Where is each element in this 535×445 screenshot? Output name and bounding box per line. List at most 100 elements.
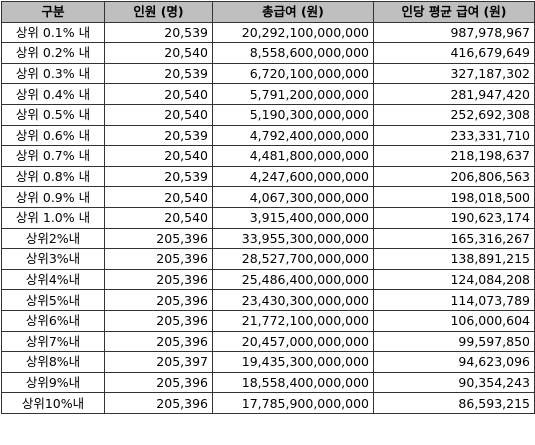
row-headcount: 20,540	[104, 145, 213, 167]
table-row: 상위3%내 205,396 28,527,700,000,000 138,891,21…	[1, 248, 535, 270]
table-body: 상위 0.1% 내 20,539 20,292,100,000,000 987,978…	[1, 21, 535, 414]
row-average-salary: 94,623,096	[373, 351, 535, 373]
row-category: 상위8%내	[1, 351, 105, 373]
table-row: 상위6%내 205,396 21,772,100,000,000 106,000,60…	[1, 309, 535, 332]
row-total-salary: 21,772,100,000,000	[212, 309, 374, 332]
row-headcount: 20,540	[104, 186, 213, 208]
table-row: 상위7%내 205,396 20,457,000,000,000 99,597,850	[1, 330, 535, 353]
row-total-salary: 20,457,000,000,000	[212, 330, 374, 353]
row-average-salary: 138,891,215	[373, 248, 535, 270]
table-row: 상위 0.2% 내 20,540 8,558,600,000,000 416,679,…	[1, 42, 535, 64]
row-average-salary: 416,679,649	[373, 42, 535, 64]
table-row: 상위4%내 205,396 25,486,400,000,000 124,084,20…	[1, 268, 535, 291]
row-average-salary: 99,597,850	[373, 330, 535, 353]
table-row: 상위 0.6% 내 20,539 4,792,400,000,000 233,331,…	[1, 124, 535, 147]
row-total-salary: 8,558,600,000,000	[212, 42, 374, 64]
header-total-salary: 총급여 (원)	[212, 1, 374, 23]
row-category: 상위 0.7% 내	[1, 145, 105, 167]
row-headcount: 205,396	[104, 248, 213, 270]
row-category: 상위10%내	[1, 392, 105, 414]
row-average-salary: 124,084,208	[373, 268, 535, 291]
header-category: 구분	[1, 1, 105, 23]
row-headcount: 205,396	[104, 330, 213, 353]
row-average-salary: 90,354,243	[373, 371, 535, 394]
row-category: 상위 1.0% 내	[1, 206, 105, 229]
row-total-salary: 23,430,300,000,000	[212, 289, 374, 311]
table-row: 상위 0.4% 내 20,540 5,791,200,000,000 281,947,…	[1, 83, 535, 105]
table-row: 상위 0.7% 내 20,540 4,481,800,000,000 218,198,…	[1, 145, 535, 167]
row-category: 상위 0.3% 내	[1, 62, 105, 85]
table-row: 상위8%내 205,397 19,435,300,000,000 94,623,096	[1, 351, 535, 373]
row-total-salary: 4,067,300,000,000	[212, 186, 374, 208]
row-category: 상위 0.9% 내	[1, 186, 105, 208]
row-headcount: 205,397	[104, 351, 213, 373]
row-headcount: 205,396	[104, 268, 213, 291]
row-category: 상위4%내	[1, 268, 105, 291]
table-row: 상위 0.1% 내 20,539 20,292,100,000,000 987,978…	[1, 21, 535, 44]
row-headcount: 20,540	[104, 42, 213, 64]
table-header: 구분 인원 (명) 총급여 (원) 인당 평균 급여 (원)	[1, 1, 535, 23]
row-category: 상위 0.2% 내	[1, 42, 105, 64]
row-total-salary: 33,955,300,000,000	[212, 227, 374, 250]
row-average-salary: 233,331,710	[373, 124, 535, 147]
row-total-salary: 5,791,200,000,000	[212, 83, 374, 105]
table-row: 상위 0.3% 내 20,539 6,720,100,000,000 327,187,…	[1, 62, 535, 85]
row-total-salary: 3,915,400,000,000	[212, 206, 374, 229]
row-category: 상위5%내	[1, 289, 105, 311]
row-headcount: 20,539	[104, 124, 213, 147]
table-row: 상위2%내 205,396 33,955,300,000,000 165,316,26…	[1, 227, 535, 250]
row-headcount: 20,539	[104, 165, 213, 188]
row-headcount: 205,396	[104, 227, 213, 250]
row-total-salary: 25,486,400,000,000	[212, 268, 374, 291]
row-average-salary: 281,947,420	[373, 83, 535, 105]
row-category: 상위 0.8% 내	[1, 165, 105, 188]
row-category: 상위6%내	[1, 309, 105, 332]
salary-distribution-table: 구분 인원 (명) 총급여 (원) 인당 평균 급여 (원) 상위 0.1% 내…	[1, 1, 535, 414]
row-average-salary: 252,692,308	[373, 103, 535, 126]
row-category: 상위9%내	[1, 371, 105, 394]
row-category: 상위2%내	[1, 227, 105, 250]
row-average-salary: 106,000,604	[373, 309, 535, 332]
table-row: 상위 0.5% 내 20,540 5,190,300,000,000 252,692,…	[1, 103, 535, 126]
row-category: 상위 0.5% 내	[1, 103, 105, 126]
row-average-salary: 190,623,174	[373, 206, 535, 229]
header-average-salary: 인당 평균 급여 (원)	[373, 1, 535, 23]
row-headcount: 20,540	[104, 83, 213, 105]
row-average-salary: 198,018,500	[373, 186, 535, 208]
row-category: 상위 0.4% 내	[1, 83, 105, 105]
header-headcount: 인원 (명)	[104, 1, 213, 23]
row-total-salary: 4,481,800,000,000	[212, 145, 374, 167]
row-total-salary: 5,190,300,000,000	[212, 103, 374, 126]
row-total-salary: 4,247,600,000,000	[212, 165, 374, 188]
row-headcount: 205,396	[104, 392, 213, 414]
table-row: 상위 1.0% 내 20,540 3,915,400,000,000 190,623,…	[1, 206, 535, 229]
table-row: 상위10%내 205,396 17,785,900,000,000 86,593,21…	[1, 392, 535, 414]
row-headcount: 20,539	[104, 21, 213, 44]
table-row: 상위 0.8% 내 20,539 4,247,600,000,000 206,806,…	[1, 165, 535, 188]
row-average-salary: 218,198,637	[373, 145, 535, 167]
row-headcount: 20,540	[104, 103, 213, 126]
row-average-salary: 114,073,789	[373, 289, 535, 311]
row-headcount: 205,396	[104, 289, 213, 311]
row-average-salary: 206,806,563	[373, 165, 535, 188]
row-total-salary: 18,558,400,000,000	[212, 371, 374, 394]
row-category: 상위3%내	[1, 248, 105, 270]
row-average-salary: 165,316,267	[373, 227, 535, 250]
row-headcount: 205,396	[104, 371, 213, 394]
table-row: 상위 0.9% 내 20,540 4,067,300,000,000 198,018,…	[1, 186, 535, 208]
row-total-salary: 19,435,300,000,000	[212, 351, 374, 373]
row-total-salary: 20,292,100,000,000	[212, 21, 374, 44]
row-category: 상위 0.1% 내	[1, 21, 105, 44]
row-average-salary: 987,978,967	[373, 21, 535, 44]
table-row: 상위5%내 205,396 23,430,300,000,000 114,073,78…	[1, 289, 535, 311]
row-headcount: 20,539	[104, 62, 213, 85]
row-total-salary: 6,720,100,000,000	[212, 62, 374, 85]
row-headcount: 205,396	[104, 309, 213, 332]
row-total-salary: 4,792,400,000,000	[212, 124, 374, 147]
row-average-salary: 327,187,302	[373, 62, 535, 85]
row-category: 상위 0.6% 내	[1, 124, 105, 147]
header-row: 구분 인원 (명) 총급여 (원) 인당 평균 급여 (원)	[1, 1, 535, 23]
row-category: 상위7%내	[1, 330, 105, 353]
row-headcount: 20,540	[104, 206, 213, 229]
table-row: 상위9%내 205,396 18,558,400,000,000 90,354,243	[1, 371, 535, 394]
